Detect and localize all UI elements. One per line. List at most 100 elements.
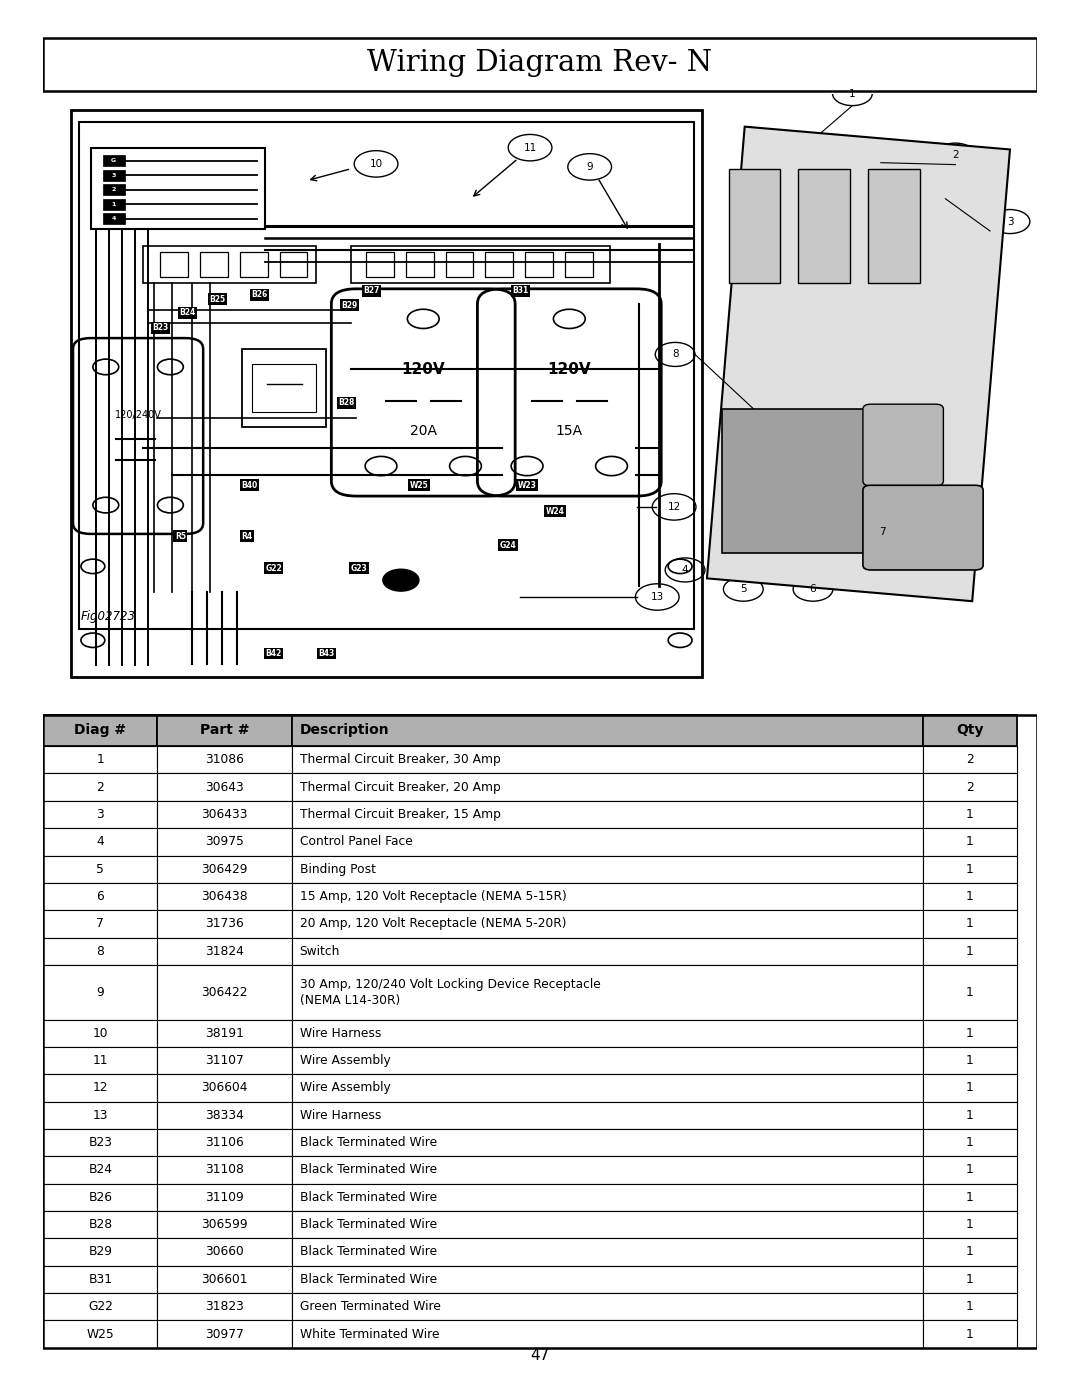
Text: 306601: 306601 — [201, 1273, 247, 1285]
Text: W24: W24 — [545, 507, 565, 515]
Bar — [43, 1183, 158, 1211]
Text: 31109: 31109 — [205, 1190, 244, 1204]
Text: Part #: Part # — [200, 724, 249, 738]
Text: 1: 1 — [966, 1327, 973, 1341]
Bar — [43, 1294, 158, 1320]
Bar — [922, 1020, 1017, 1046]
Bar — [922, 855, 1017, 883]
Text: B28: B28 — [338, 398, 354, 408]
Text: 10: 10 — [93, 1027, 108, 1039]
Text: 31823: 31823 — [205, 1301, 244, 1313]
Bar — [158, 855, 292, 883]
Text: Black Terminated Wire: Black Terminated Wire — [299, 1246, 436, 1259]
Text: 120/240V: 120/240V — [114, 411, 162, 420]
Text: G24: G24 — [500, 541, 516, 550]
Text: 2: 2 — [953, 149, 959, 161]
Text: Wire Assembly: Wire Assembly — [299, 1055, 390, 1067]
Bar — [158, 883, 292, 911]
Text: 30975: 30975 — [205, 835, 244, 848]
Text: 306433: 306433 — [201, 807, 247, 821]
Text: W25: W25 — [86, 1327, 114, 1341]
Text: R5: R5 — [175, 532, 186, 541]
Text: 13: 13 — [93, 1109, 108, 1122]
Text: B24: B24 — [179, 309, 195, 317]
Text: 31736: 31736 — [205, 918, 244, 930]
Text: Wire Harness: Wire Harness — [299, 1109, 381, 1122]
Bar — [200, 251, 228, 277]
Bar — [922, 911, 1017, 937]
Text: B28: B28 — [89, 1218, 112, 1231]
Text: Wire Assembly: Wire Assembly — [299, 1081, 390, 1094]
Text: 3: 3 — [96, 807, 104, 821]
Bar — [868, 169, 919, 282]
Text: 20A: 20A — [409, 425, 436, 439]
Text: 15A: 15A — [556, 425, 583, 439]
Text: 30 Amp, 120/240 Volt Locking Device Receptacle
(NEMA L14-30R): 30 Amp, 120/240 Volt Locking Device Rece… — [299, 978, 600, 1007]
Text: B40: B40 — [242, 481, 258, 490]
Text: 47: 47 — [530, 1348, 550, 1363]
Bar — [158, 1157, 292, 1183]
Bar — [922, 1238, 1017, 1266]
Text: 9: 9 — [586, 162, 593, 172]
Bar — [43, 855, 158, 883]
Text: Qty: Qty — [956, 724, 984, 738]
Text: B25: B25 — [210, 295, 225, 303]
Bar — [292, 911, 922, 937]
Bar — [922, 965, 1017, 1020]
Bar — [158, 1320, 292, 1348]
Text: 38191: 38191 — [205, 1027, 244, 1039]
Bar — [922, 937, 1017, 965]
Text: Wiring Diagram Rev- N: Wiring Diagram Rev- N — [367, 49, 713, 77]
Bar — [351, 246, 609, 282]
Text: B26: B26 — [89, 1190, 112, 1204]
Text: 306599: 306599 — [201, 1218, 247, 1231]
Text: 1: 1 — [966, 890, 973, 902]
Text: 7: 7 — [96, 918, 104, 930]
Text: 1: 1 — [966, 1218, 973, 1231]
Bar — [158, 1046, 292, 1074]
Bar — [158, 911, 292, 937]
Text: 306429: 306429 — [201, 863, 247, 876]
Text: 31107: 31107 — [205, 1055, 244, 1067]
Bar — [721, 409, 866, 553]
Bar — [292, 1238, 922, 1266]
Bar — [43, 1046, 158, 1074]
Bar — [292, 1129, 922, 1157]
Bar — [292, 774, 922, 800]
Text: 3: 3 — [111, 173, 116, 177]
Text: 1: 1 — [966, 1055, 973, 1067]
Text: White Terminated Wire: White Terminated Wire — [299, 1327, 440, 1341]
Bar — [43, 937, 158, 965]
Text: 1: 1 — [966, 1081, 973, 1094]
Bar — [158, 800, 292, 828]
Bar — [103, 214, 124, 224]
Bar — [922, 883, 1017, 911]
Text: 2: 2 — [966, 781, 973, 793]
Text: B29: B29 — [89, 1246, 112, 1259]
Text: Black Terminated Wire: Black Terminated Wire — [299, 1218, 436, 1231]
Bar — [158, 746, 292, 774]
Bar — [43, 800, 158, 828]
Bar — [922, 715, 1017, 746]
Bar — [43, 965, 158, 1020]
Bar — [91, 148, 265, 229]
Text: 6: 6 — [810, 584, 816, 594]
Bar — [292, 1102, 922, 1129]
Bar — [922, 828, 1017, 855]
Bar — [240, 251, 268, 277]
Text: Binding Post: Binding Post — [299, 863, 376, 876]
Text: 1: 1 — [966, 1273, 973, 1285]
Text: Switch: Switch — [299, 944, 340, 958]
Text: Description: Description — [299, 724, 389, 738]
Text: 1: 1 — [849, 88, 855, 99]
Bar — [43, 1211, 158, 1238]
Text: 2: 2 — [966, 753, 973, 767]
Bar — [565, 251, 593, 277]
Bar — [292, 937, 922, 965]
Text: 4: 4 — [111, 217, 116, 221]
Text: Thermal Circuit Breaker, 30 Amp: Thermal Circuit Breaker, 30 Amp — [299, 753, 500, 767]
Bar — [922, 1102, 1017, 1129]
Text: Green Terminated Wire: Green Terminated Wire — [299, 1301, 441, 1313]
Bar — [922, 1320, 1017, 1348]
Bar — [798, 169, 850, 282]
